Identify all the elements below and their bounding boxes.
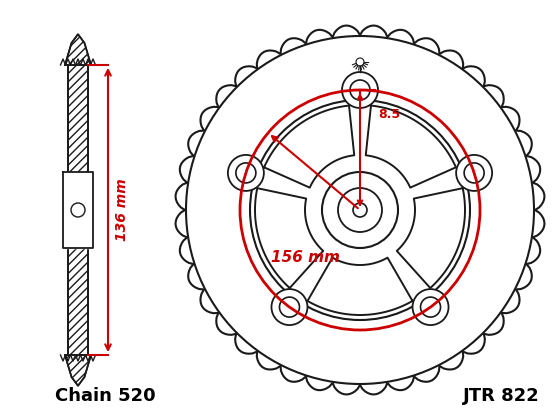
Text: 156 mm: 156 mm (270, 250, 339, 265)
Circle shape (456, 155, 492, 191)
Polygon shape (65, 34, 91, 65)
Circle shape (322, 172, 398, 248)
Polygon shape (397, 188, 465, 288)
Bar (68, 65, 88, 355)
Polygon shape (187, 37, 533, 383)
Text: 8.5: 8.5 (378, 108, 400, 121)
Circle shape (228, 155, 264, 191)
Polygon shape (264, 105, 354, 188)
Polygon shape (65, 355, 91, 386)
Text: 136 mm: 136 mm (115, 178, 129, 242)
Circle shape (353, 203, 367, 217)
Polygon shape (307, 257, 413, 315)
Polygon shape (366, 105, 456, 188)
Text: Chain 520: Chain 520 (55, 387, 156, 405)
Circle shape (413, 289, 449, 325)
Polygon shape (68, 65, 88, 355)
Polygon shape (63, 172, 93, 248)
Circle shape (272, 289, 307, 325)
Circle shape (71, 203, 85, 217)
Text: JTR 822: JTR 822 (463, 387, 540, 405)
Circle shape (342, 72, 378, 108)
Polygon shape (255, 188, 323, 288)
